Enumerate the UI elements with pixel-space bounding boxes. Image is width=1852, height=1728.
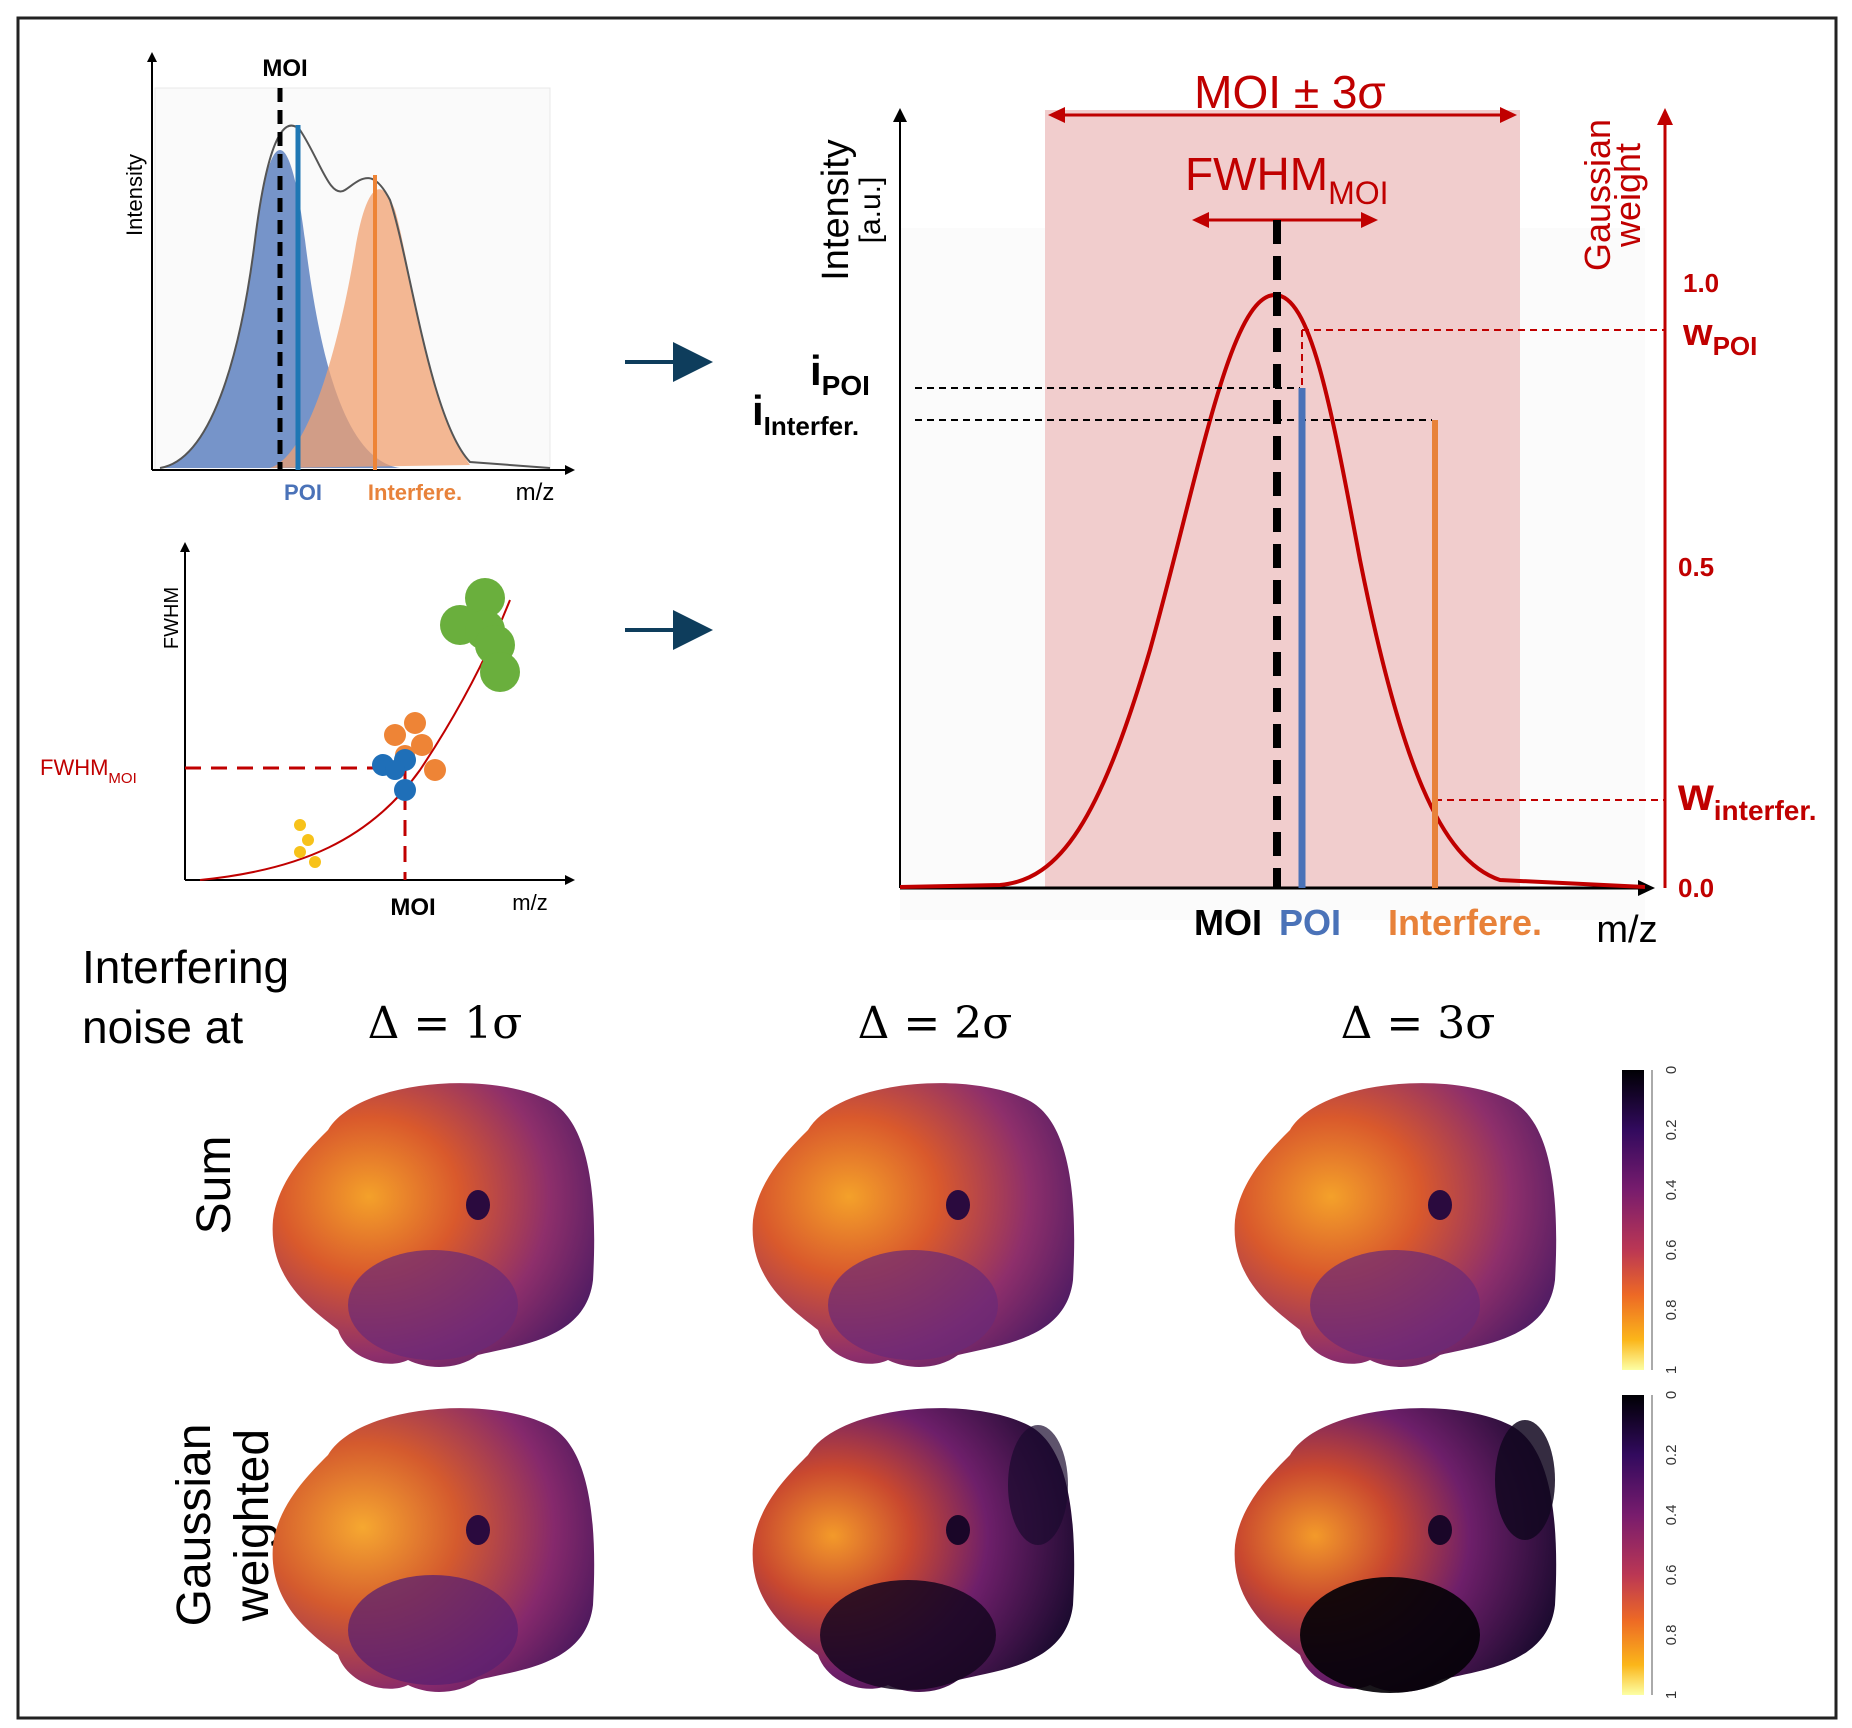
sum-envelope — [159, 124, 551, 469]
panel-a-interf-label: Interfere. — [368, 480, 462, 505]
panel-c-interf-label: Interfere. — [1388, 902, 1542, 943]
brain-gauss-2 — [752, 1408, 1075, 1692]
panel-d-heading-1: Interfering — [82, 941, 289, 993]
cbar-tick: 0.4 — [1663, 1505, 1680, 1526]
panel-c-moi-label: MOI — [1194, 902, 1262, 943]
point-yellow — [294, 819, 306, 831]
brain-sum-1 — [272, 1083, 595, 1367]
panel-b-moi-label: MOI — [390, 894, 435, 921]
cbar-tick: 0.6 — [1663, 1240, 1680, 1261]
cbar-tick: 0.2 — [1663, 1445, 1680, 1466]
cbar-tick: 0.4 — [1663, 1180, 1680, 1201]
i-interf-label: iInterfer. — [752, 387, 859, 441]
colorbar-gauss: 0 0.2 0.4 0.6 0.8 1 — [1622, 1391, 1680, 1699]
cbar-tick: 0.6 — [1663, 1565, 1680, 1586]
figure-frame — [16, 16, 1838, 1720]
panel-c-y-arrow — [893, 108, 907, 122]
panel-a-y-label: Intensity — [122, 154, 147, 236]
panel-c-weight-label: Gaussianweight — [1577, 119, 1648, 271]
interferent-peak — [270, 189, 470, 468]
point-blue — [394, 779, 416, 801]
panel-c-x-arrow — [1638, 880, 1655, 896]
point-yellow — [294, 846, 306, 858]
i-poi-label: iPOI — [810, 347, 870, 401]
brain-gauss-3 — [1234, 1408, 1557, 1693]
panel-c-x-label: m/z — [1596, 909, 1657, 951]
panel-b-x-arrow — [565, 875, 575, 885]
cbar-tick: 0 — [1663, 1391, 1680, 1399]
point-yellow — [302, 834, 314, 846]
point-orange — [411, 734, 433, 756]
tick-0: 0.0 — [1678, 873, 1714, 903]
panel-c-poi-label: POI — [1279, 902, 1341, 943]
cbar-tick: 0.8 — [1663, 1625, 1680, 1646]
panel-a-moi-label: MOI — [262, 55, 307, 82]
cbar-tick: 0 — [1663, 1066, 1680, 1074]
delta-3-label: Δ = 3σ — [1341, 998, 1496, 1049]
fwhm-arrow-left — [1192, 212, 1209, 228]
point-yellow — [309, 856, 321, 868]
point-orange — [404, 712, 426, 734]
point-green — [465, 578, 505, 618]
panel-b-fwhm-label: FWHMMOI — [40, 755, 137, 787]
panel-c: MOI ± 3σ FWHMMOI Intensity[a.u.] Gaussia… — [752, 66, 1816, 951]
brain-sum-3 — [1234, 1083, 1557, 1367]
point-blue — [385, 760, 405, 780]
moi-3sigma-band — [1045, 110, 1520, 887]
colorbar-sum: 0 0.2 0.4 0.6 0.8 1 — [1622, 1066, 1680, 1374]
weight-axis-arrow — [1657, 108, 1673, 125]
panel-a-y-arrow — [147, 52, 157, 62]
cbar-tick: 0.2 — [1663, 1120, 1680, 1141]
fwhm-arrow-right — [1361, 212, 1378, 228]
point-green — [480, 652, 520, 692]
w-interf-label: winterfer. — [1677, 768, 1816, 826]
delta-2-label: Δ = 2σ — [858, 998, 1013, 1049]
tick-1: 1.0 — [1683, 268, 1719, 298]
panel-a-x-label: m/z — [516, 479, 555, 506]
panel-c-y-label: Intensity[a.u.] — [815, 139, 887, 281]
panel-a: MOI Intensity POI Interfere. m/z — [122, 52, 575, 506]
panel-d: Interfering noise at Δ = 1σ Δ = 2σ Δ = 3… — [82, 941, 1680, 1699]
row-gaussian-label: Gaussian weighted — [168, 1424, 279, 1627]
cbar-tick: 1 — [1663, 1366, 1680, 1374]
range-arrow-left — [1048, 107, 1065, 123]
panel-b-y-label: FWHM — [161, 587, 183, 649]
brain-gauss-1 — [272, 1408, 595, 1692]
panel-a-poi-label: POI — [284, 480, 322, 505]
panel-d-heading-2: noise at — [82, 1001, 243, 1053]
cbar-tick: 1 — [1663, 1691, 1680, 1699]
point-orange — [424, 759, 446, 781]
point-orange — [384, 724, 406, 746]
fwhm-label: FWHMMOI — [1185, 148, 1389, 211]
row-sum-label: Sum — [188, 1136, 241, 1235]
delta-1-label: Δ = 1σ — [368, 998, 523, 1049]
range-arrow-right — [1500, 107, 1517, 123]
brain-sum-2 — [752, 1083, 1075, 1367]
panel-b: FWHM FWHMMOI MOI m/z — [40, 542, 575, 921]
tick-05: 0.5 — [1678, 552, 1714, 582]
cbar-tick: 0.8 — [1663, 1300, 1680, 1321]
panel-b-x-label: m/z — [512, 890, 547, 915]
panel-a-x-arrow — [565, 465, 575, 475]
w-poi-label: wPOI — [1682, 312, 1757, 361]
panel-b-y-arrow — [180, 542, 190, 552]
range-label: MOI ± 3σ — [1194, 66, 1386, 118]
